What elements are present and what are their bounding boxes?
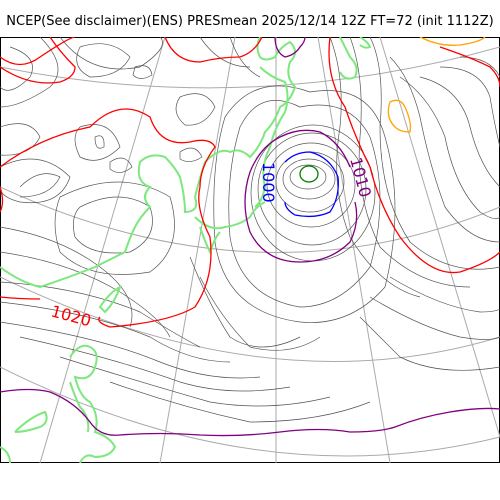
map-border — [0, 37, 500, 463]
coastline — [0, 37, 372, 463]
minor-isobars — [0, 37, 500, 423]
isobar-1000 — [284, 151, 339, 218]
isobar-1010 — [0, 37, 500, 437]
isobar-990 — [299, 165, 319, 183]
isobar-1030 — [387, 37, 486, 133]
chart-title: NCEP(See disclaimer)(ENS) PRESmean 2025/… — [6, 14, 494, 29]
isobar-1020 — [0, 37, 500, 328]
contour-label-1000: 1000 — [259, 162, 278, 203]
pressure-map: 1020 1000 1010 — [0, 37, 500, 463]
